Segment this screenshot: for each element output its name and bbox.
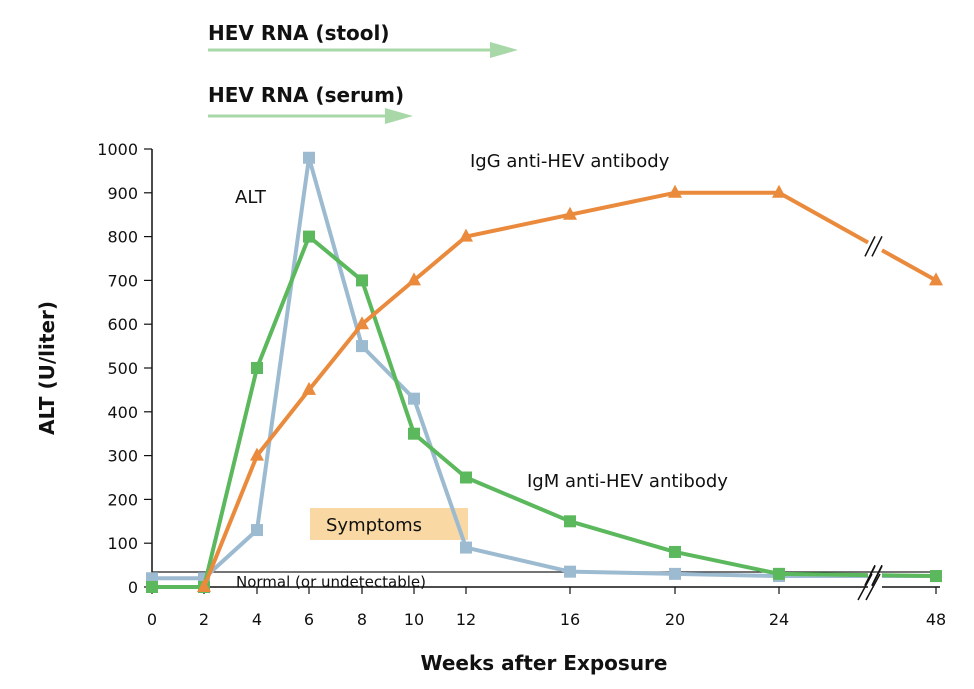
x-tick-label: 48 bbox=[926, 610, 946, 629]
x-tick-label: 12 bbox=[456, 610, 476, 629]
igm-anti-hev-antibody-line bbox=[152, 234, 780, 589]
igg-anti-hev-antibody-line bbox=[202, 190, 779, 588]
band-arrow-serum-head bbox=[385, 108, 413, 124]
normal-label: Normal (or undetectable) bbox=[236, 573, 426, 591]
igg-anti-hev-antibody-break-mark bbox=[864, 236, 876, 257]
y-axis-title: ALT (U/liter) bbox=[35, 301, 59, 435]
band-label-stool: HEV RNA (stool) bbox=[208, 21, 390, 45]
alt-point bbox=[564, 565, 576, 578]
igg-anti-hev-antibody-point bbox=[355, 316, 369, 330]
symptoms-label: Symptoms bbox=[326, 515, 422, 536]
igm-anti-hev-antibody-line-segment bbox=[881, 573, 937, 579]
x-axis-title: Weeks after Exposure bbox=[421, 651, 668, 675]
y-tick-label: 300 bbox=[107, 447, 138, 466]
igm-anti-hev-antibody-point bbox=[460, 471, 472, 484]
x-tick-label: 20 bbox=[665, 610, 685, 629]
igg-anti-hev-antibody-point bbox=[302, 381, 316, 395]
series-label-alt: ALT bbox=[235, 187, 267, 208]
alt-point bbox=[460, 541, 472, 554]
y-tick-label: 100 bbox=[107, 534, 138, 553]
igg-anti-hev-antibody-point bbox=[563, 206, 577, 220]
igm-anti-hev-antibody-point bbox=[356, 274, 368, 287]
y-tick-label: 200 bbox=[107, 490, 138, 509]
x-tick-label: 16 bbox=[560, 610, 580, 629]
x-tick-label: 2 bbox=[199, 610, 209, 629]
series-label-igm: IgM anti-HEV antibody bbox=[527, 471, 728, 492]
igg-anti-hev-antibody-point bbox=[929, 272, 943, 286]
x-tick-label: 4 bbox=[252, 610, 262, 629]
y-tick-label: 900 bbox=[107, 184, 138, 203]
band-arrow-stool-head bbox=[490, 42, 518, 58]
y-tick-label: 600 bbox=[107, 315, 138, 334]
x-tick-label: 24 bbox=[769, 610, 789, 629]
y-tick-label: 0 bbox=[128, 578, 138, 597]
igg-anti-hev-antibody-break-mark bbox=[871, 236, 883, 257]
x-tick-label: 0 bbox=[147, 610, 157, 629]
igg-anti-hev-antibody-point bbox=[407, 272, 421, 286]
symptoms-box bbox=[310, 508, 468, 540]
igm-anti-hev-antibody-point bbox=[773, 567, 785, 580]
series-layer bbox=[146, 151, 943, 593]
alt-point bbox=[356, 340, 368, 353]
igm-anti-hev-antibody-point bbox=[930, 570, 942, 583]
igm-anti-hev-antibody-point bbox=[564, 515, 576, 528]
y-tick-label: 800 bbox=[107, 228, 138, 247]
y-tick-label: 400 bbox=[107, 403, 138, 422]
y-tick-label: 1000 bbox=[97, 140, 138, 159]
igm-anti-hev-antibody-point bbox=[146, 581, 158, 593]
alt-point bbox=[408, 392, 420, 405]
igm-anti-hev-antibody-point bbox=[251, 362, 263, 374]
igg-anti-hev-antibody-point bbox=[668, 184, 682, 198]
x-tick-label: 6 bbox=[304, 610, 314, 629]
hev-rna-bands: HEV RNA (stool) HEV RNA (serum) bbox=[208, 21, 518, 124]
igm-anti-hev-antibody-point bbox=[303, 230, 315, 243]
igm-anti-hev-antibody-break-mark bbox=[871, 564, 883, 586]
igg-anti-hev-antibody-point bbox=[459, 228, 473, 242]
x-tick-label: 8 bbox=[357, 610, 367, 629]
axis-break-mark bbox=[865, 573, 881, 601]
igg-anti-hev-antibody-point bbox=[250, 447, 264, 461]
igm-anti-hev-antibody-line-segment bbox=[778, 571, 869, 578]
alt-point bbox=[669, 567, 681, 580]
x-tick-label: 10 bbox=[404, 610, 424, 629]
igg-anti-hev-antibody-point bbox=[197, 579, 211, 592]
y-tick-label: 700 bbox=[107, 271, 138, 290]
alt-point bbox=[251, 524, 263, 537]
igg-anti-hev-antibody-line-segment bbox=[778, 191, 869, 245]
y-tick-label: 500 bbox=[107, 359, 138, 378]
igg-anti-hev-antibody-line-segment bbox=[881, 248, 937, 283]
igg-anti-hev-antibody-point bbox=[772, 184, 786, 198]
series-label-igg: IgG anti-HEV antibody bbox=[470, 151, 670, 172]
igm-anti-hev-antibody-break-mark bbox=[864, 564, 876, 586]
igm-anti-hev-antibody-point bbox=[408, 427, 420, 440]
alt-point bbox=[303, 151, 315, 164]
igm-anti-hev-antibody-point bbox=[669, 545, 681, 558]
band-label-serum: HEV RNA (serum) bbox=[208, 83, 404, 107]
alt-line bbox=[152, 155, 780, 581]
